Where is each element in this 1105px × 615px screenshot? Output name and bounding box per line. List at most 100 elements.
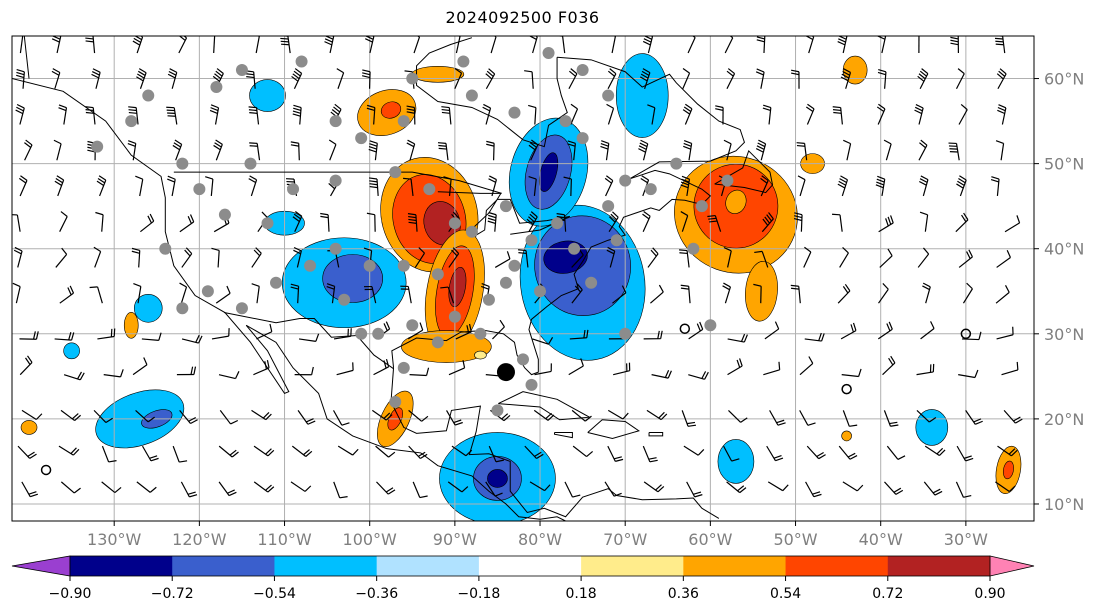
wind-barb [724, 36, 734, 54]
wind-barb [955, 212, 969, 233]
wind-barb [569, 329, 589, 340]
colorbar-swatch [785, 556, 889, 576]
wind-barb [917, 68, 929, 90]
gray-marker [355, 132, 368, 145]
wind-barb [218, 371, 240, 380]
wind-barb [914, 103, 924, 125]
gray-marker [491, 404, 504, 417]
longitude-tick-label: 70°W [603, 530, 647, 549]
wind-barb [707, 214, 722, 232]
wind-barb [839, 247, 849, 268]
station-markers [40, 47, 972, 476]
wind-barb [135, 409, 155, 423]
wind-barb [790, 69, 800, 89]
wind-barb [840, 322, 857, 340]
gray-marker [244, 157, 257, 170]
wind-barb [291, 445, 313, 457]
wind-barb [58, 104, 68, 125]
colorbar-swatch [581, 556, 684, 576]
border-us-mexico [223, 312, 394, 370]
colorbar-under-extension [11, 555, 71, 577]
wind-barb [248, 106, 260, 125]
coastlines [12, 36, 774, 521]
wind-barb [753, 283, 762, 304]
wind-barb [570, 103, 579, 125]
wind-barb [336, 68, 345, 89]
wind-barb [373, 358, 390, 376]
gray-marker [431, 336, 444, 349]
wind-barb [176, 366, 197, 376]
gray-marker [261, 217, 274, 230]
wind-barb [606, 103, 615, 125]
gray-marker [619, 327, 632, 340]
gray-marker [397, 361, 410, 374]
wind-barb [140, 213, 155, 233]
gray-marker [355, 327, 368, 340]
wind-barb [524, 70, 534, 89]
colorbar-tick-label: 0.36 [668, 586, 699, 602]
longitude-tick-label: 90°W [433, 530, 477, 549]
wind-barb [760, 175, 769, 197]
latitude-tick-label: 40°N [1044, 240, 1084, 259]
negative-region-alaska [249, 79, 286, 112]
wind-barb [131, 247, 141, 268]
wind-barb [643, 330, 663, 340]
wind-barb [688, 371, 709, 380]
wind-barb [920, 321, 935, 340]
wind-barb [528, 139, 539, 161]
wind-barb [682, 103, 693, 125]
wind-barb [683, 445, 705, 456]
wind-barb [916, 36, 920, 54]
wind-barb [326, 283, 336, 304]
wind-barb [363, 285, 377, 304]
wind-barb [604, 175, 614, 197]
gray-marker [534, 285, 547, 298]
wind-barb [179, 410, 198, 424]
wind-barb [333, 481, 348, 499]
wind-barb [85, 36, 96, 54]
gray-marker [542, 47, 555, 60]
wind-barb [128, 106, 139, 125]
gray-marker [304, 259, 317, 272]
wind-barb [726, 68, 736, 90]
wind-barb [651, 369, 672, 379]
gray-marker [602, 89, 615, 102]
wind-barb [917, 247, 930, 268]
calm-wind-marker [960, 328, 972, 340]
wind-barb [333, 328, 352, 340]
latitude-tick-label: 60°N [1044, 70, 1084, 89]
gray-marker [397, 259, 410, 272]
gray-marker [329, 115, 342, 128]
wind-barb [571, 409, 592, 422]
wind-barb [683, 140, 693, 161]
wind-barb [995, 140, 1005, 161]
wind-barb [793, 212, 803, 232]
wind-barb [101, 445, 117, 463]
wind-barb [376, 481, 396, 495]
gray-marker [457, 55, 470, 68]
wind-barb [251, 409, 272, 421]
colorbar-tick-label: 0.54 [770, 586, 801, 602]
wind-barb [406, 105, 416, 125]
wind-barb [916, 409, 937, 423]
wind-barb [414, 247, 426, 268]
wind-barb [93, 246, 102, 268]
wind-barb [18, 175, 28, 197]
wind-barb [831, 213, 843, 232]
wind-barb [642, 211, 651, 232]
wind-barb [643, 481, 665, 493]
wind-barb [832, 106, 843, 125]
wind-barb [766, 445, 784, 462]
wind-barb [790, 284, 801, 304]
wind-barb [447, 481, 469, 493]
gray-marker [363, 259, 376, 272]
positive-region-pacific [20, 420, 38, 435]
wind-barb [922, 282, 931, 304]
wind-barb [488, 175, 497, 197]
wind-barb [337, 445, 359, 456]
wind-barb [180, 481, 198, 498]
wind-barb [647, 104, 656, 125]
wind-barb [291, 68, 303, 90]
wind-barb [96, 175, 107, 197]
wind-barb [455, 323, 472, 340]
